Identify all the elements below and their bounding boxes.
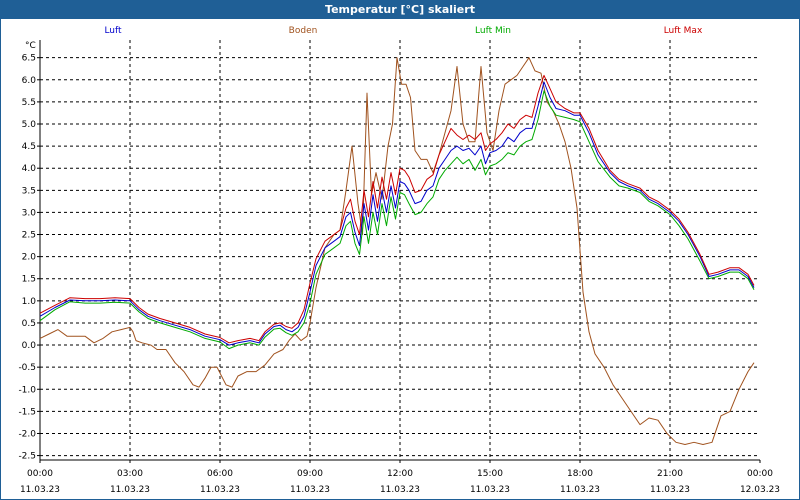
- y-tick-label: 5.0: [22, 120, 37, 130]
- y-tick-label: -2.0: [18, 429, 36, 439]
- x-tick-date: 11.03.23: [200, 485, 240, 495]
- x-tick-date: 11.03.23: [380, 485, 420, 495]
- x-tick-time: 00:00: [747, 469, 773, 479]
- y-tick-label: 1.0: [22, 297, 37, 307]
- x-tick-time: 18:00: [567, 469, 593, 479]
- axes: [39, 40, 760, 461]
- x-tick-date: 11.03.23: [560, 485, 600, 495]
- y-tick-label: -1.5: [18, 407, 36, 417]
- legend-entry-boden: Boden: [289, 26, 318, 36]
- series-line-luft-min: [39, 90, 755, 350]
- x-tick-date: 11.03.23: [20, 485, 60, 495]
- y-tick-label: 6.0: [22, 76, 37, 86]
- y-tick-labels: 6.5 6.0 5.5 5.0 4.5 4.0 3.5 3.0 2.5 2.0 1.5 1.0 0.5 0…: [18, 54, 36, 462]
- x-tick-time: 12:00: [387, 469, 413, 479]
- x-tick-date: 11.03.23: [110, 485, 150, 495]
- series-line-luft-max: [39, 74, 755, 344]
- y-tick-label: 3.5: [22, 186, 36, 196]
- y-tick-label: -2.5: [18, 452, 36, 462]
- legend-entry-luft: Luft: [104, 26, 122, 36]
- x-tick-time: 00:00: [27, 469, 53, 479]
- x-tick-time: 06:00: [207, 469, 233, 479]
- x-tick-time: 03:00: [117, 469, 143, 479]
- y-tick-label: 0.0: [22, 341, 37, 351]
- legend: Luft Boden Luft Min Luft Max: [104, 26, 703, 36]
- y-tick-label: 6.5: [22, 54, 36, 64]
- grid-lines: [37, 40, 761, 463]
- legend-entry-luft-min: Luft Min: [475, 26, 511, 36]
- y-tick-label: 3.0: [22, 208, 37, 218]
- x-tick-date: 11.03.23: [290, 485, 330, 495]
- x-tick-time: 09:00: [297, 469, 323, 479]
- x-tick-labels: 00:00 11.03.23 03:00 11.03.23 06:00 11.03.23 0…: [20, 469, 780, 495]
- y-tick-label: 4.0: [22, 164, 37, 174]
- y-tick-label: -0.5: [18, 363, 36, 373]
- y-axis-unit-label: °C: [25, 41, 36, 51]
- series-line-luft: [39, 81, 755, 346]
- y-tick-label: 5.5: [22, 98, 36, 108]
- y-tick-label: 1.5: [22, 275, 36, 285]
- x-tick-date: 12.03.23: [740, 485, 780, 495]
- y-tick-label: 4.5: [22, 142, 36, 152]
- chart-title: Temperatur [°C] skaliert: [1, 1, 799, 19]
- x-tick-date: 11.03.23: [470, 485, 510, 495]
- y-tick-label: 2.5: [22, 231, 36, 241]
- series-line-boden: [39, 57, 755, 445]
- x-tick-date: 11.03.23: [650, 485, 690, 495]
- y-tick-label: -1.0: [18, 385, 36, 395]
- legend-entry-luft-max: Luft Max: [664, 26, 703, 36]
- y-tick-label: 2.0: [22, 253, 37, 263]
- series-lines: [39, 57, 755, 445]
- y-tick-label: 0.5: [22, 319, 36, 329]
- x-tick-time: 15:00: [477, 469, 503, 479]
- x-tick-time: 21:00: [657, 469, 683, 479]
